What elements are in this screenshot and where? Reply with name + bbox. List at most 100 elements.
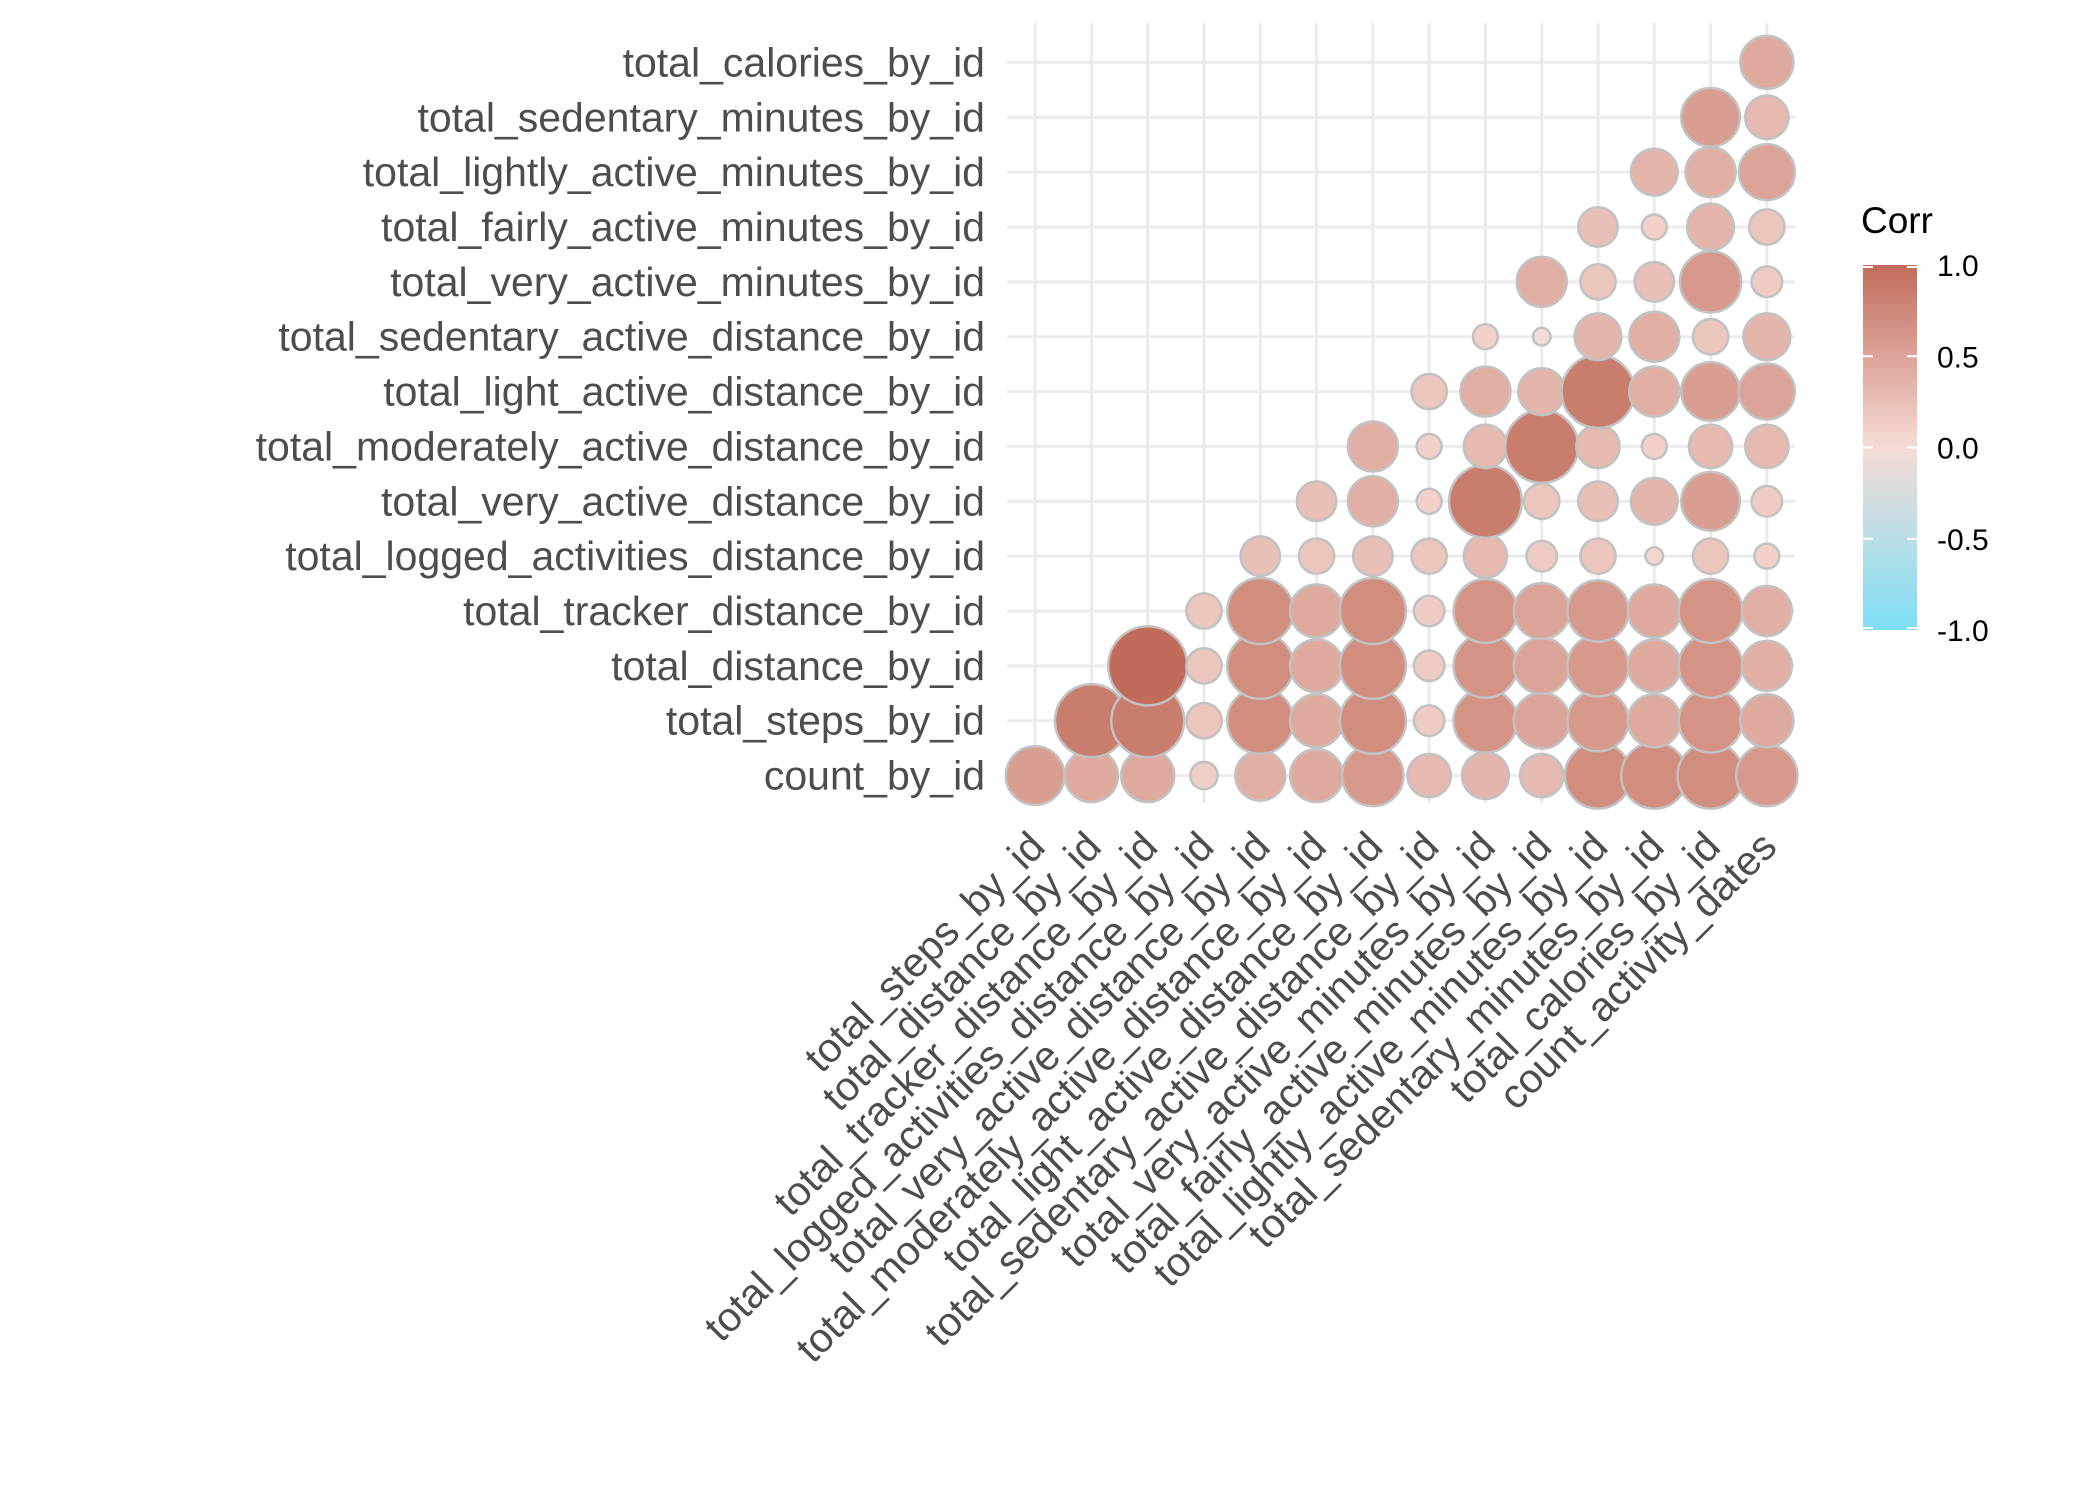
corr-circle xyxy=(1515,255,1568,309)
corr-circle xyxy=(1737,142,1797,202)
corr-circle xyxy=(1512,691,1571,750)
corr-circle xyxy=(1575,423,1621,470)
y-tick-label: count_by_id xyxy=(764,753,985,799)
legend-tick-label: 0.5 xyxy=(1937,341,1979,374)
corr-circle xyxy=(1452,577,1519,645)
corr-circle xyxy=(1106,625,1189,707)
corr-circle xyxy=(1351,535,1394,578)
corr-circle xyxy=(1740,584,1794,638)
corr-circle xyxy=(1517,366,1567,417)
y-tick-label: total_light_active_distance_by_id xyxy=(383,369,985,415)
corr-circle xyxy=(1640,213,1669,241)
y-tick-label: total_distance_by_id xyxy=(611,643,985,689)
y-tick-label: total_moderately_active_distance_by_id xyxy=(256,423,985,469)
y-tick-label: total_lightly_active_minutes_by_id xyxy=(363,149,985,195)
corr-circle xyxy=(1753,542,1781,570)
corr-circle xyxy=(1185,701,1223,740)
corr-circle xyxy=(1678,250,1743,314)
corr-circle xyxy=(1225,576,1295,646)
corr-circle xyxy=(1512,581,1571,641)
corr-circle xyxy=(1566,688,1630,753)
corr-circle xyxy=(1410,372,1449,411)
corr-circle xyxy=(1735,743,1799,808)
corr-circle xyxy=(1410,537,1449,576)
legend-tick-label: 0.0 xyxy=(1937,433,1979,466)
corr-circle xyxy=(1531,326,1552,347)
legend-tick-label: -1.0 xyxy=(1937,615,1989,648)
y-tick-label: total_very_active_minutes_by_id xyxy=(390,259,985,305)
corr-circle xyxy=(1560,353,1636,430)
corr-circle xyxy=(1691,537,1730,576)
corr-circle xyxy=(1512,636,1571,696)
legend-title: Corr xyxy=(1861,200,1933,241)
corr-circle xyxy=(1415,432,1443,461)
corr-circle xyxy=(1239,535,1282,578)
y-tick-label: total_tracker_distance_by_id xyxy=(463,588,985,634)
corr-circle xyxy=(1525,539,1559,573)
corr-circle xyxy=(1412,594,1446,628)
y-tick-label: total_steps_by_id xyxy=(666,698,985,744)
corr-circle xyxy=(1295,480,1338,523)
corr-circle xyxy=(1577,206,1619,248)
corr-circle xyxy=(1640,432,1669,461)
corr-circle xyxy=(1740,639,1794,693)
corr-circle xyxy=(1742,312,1792,362)
corr-circle xyxy=(1004,745,1066,807)
corr-circle xyxy=(1522,482,1561,521)
corr-circle xyxy=(1680,470,1742,532)
corr-circle xyxy=(1629,147,1679,197)
corr-circle xyxy=(1412,649,1446,683)
corr-circle xyxy=(1579,262,1617,301)
y-tick-label: total_very_active_distance_by_id xyxy=(381,478,985,524)
legend: Corr 1.0 0.5 0.0 -0.5 -1.0 xyxy=(1861,200,1989,648)
corr-circle xyxy=(1288,583,1345,639)
corr-circle xyxy=(1185,646,1223,685)
legend-tick-label: 1.0 xyxy=(1937,250,1979,283)
corr-circle xyxy=(1626,638,1683,694)
corr-circle xyxy=(1415,487,1443,516)
corr-circle xyxy=(1684,145,1737,199)
corr-circle xyxy=(1234,749,1287,802)
corr-circle xyxy=(1471,322,1500,351)
corr-circle xyxy=(1518,752,1565,799)
corr-circle xyxy=(1412,704,1446,738)
corr-circle xyxy=(1288,638,1345,694)
corr-circle xyxy=(1743,423,1790,470)
corr-circle xyxy=(1406,752,1453,799)
corr-circle xyxy=(1685,202,1736,252)
corr-circle xyxy=(1750,265,1784,299)
y-tick-label: total_fairly_active_minutes_by_id xyxy=(381,204,985,250)
corr-circle xyxy=(1739,692,1795,749)
corr-circle xyxy=(1288,692,1345,749)
corr-circle xyxy=(1462,423,1509,470)
corr-circle xyxy=(1644,546,1665,567)
y-axis-tick-labels: count_by_id total_steps_by_id total_distan… xyxy=(256,39,985,798)
corr-circle xyxy=(1680,361,1742,423)
corr-circle xyxy=(1628,365,1681,418)
corr-circle xyxy=(1297,537,1336,576)
corr-circle xyxy=(1626,583,1683,639)
y-tick-label: total_sedentary_active_distance_by_id xyxy=(278,314,985,360)
corr-circle xyxy=(1633,260,1676,303)
corr-circle xyxy=(1185,592,1223,630)
corr-circle xyxy=(1460,750,1511,801)
corr-circle xyxy=(1338,576,1408,646)
corr-circle xyxy=(1628,310,1681,363)
corr-circle xyxy=(1189,760,1219,791)
corr-circle xyxy=(1750,484,1784,518)
corr-circle xyxy=(1687,423,1734,470)
corr-circle xyxy=(1288,747,1345,804)
corr-circle xyxy=(1577,480,1619,523)
y-tick-label: total_logged_activities_distance_by_id xyxy=(285,533,985,579)
corr-circle xyxy=(1459,365,1512,418)
legend-ticks: 1.0 0.5 0.0 -0.5 -1.0 xyxy=(1863,250,1989,648)
corr-circle xyxy=(1691,317,1730,356)
legend-tick-label: -0.5 xyxy=(1937,524,1989,557)
corr-circle xyxy=(1447,463,1524,539)
corr-circle xyxy=(1629,476,1679,526)
corr-circle xyxy=(1579,537,1617,576)
corr-circle xyxy=(1566,634,1630,698)
corr-circle xyxy=(1573,312,1623,362)
y-tick-label: total_sedentary_minutes_by_id xyxy=(417,94,985,140)
